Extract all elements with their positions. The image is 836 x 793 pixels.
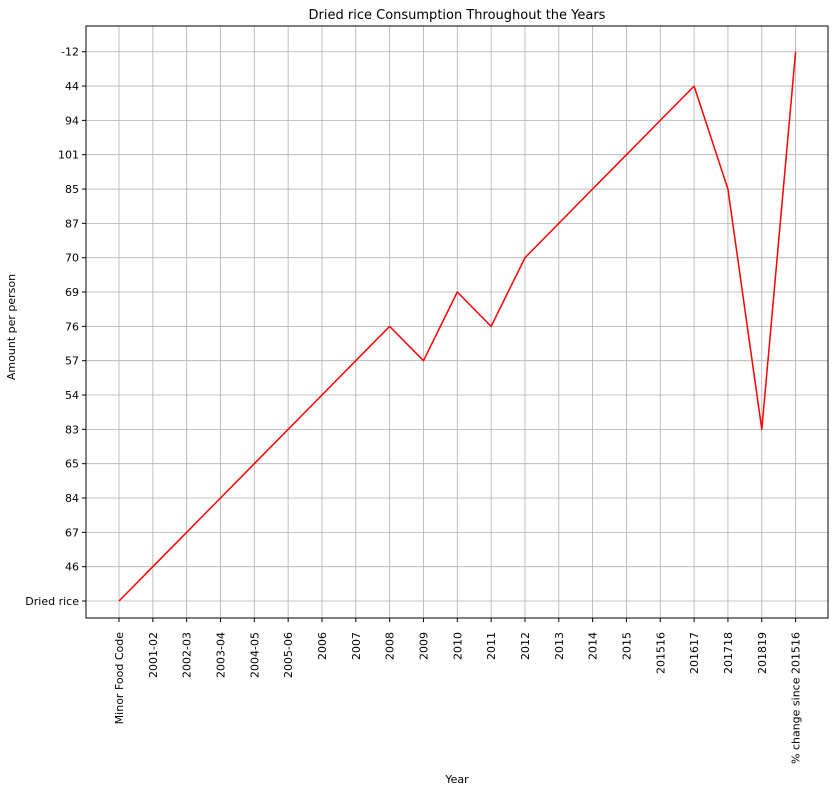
x-tick-label: 2002-03 xyxy=(181,632,194,678)
x-tick-label: 2007 xyxy=(350,632,363,660)
x-tick-label: Minor Food Code xyxy=(113,632,126,725)
x-tick-label: 2014 xyxy=(587,632,600,660)
grid xyxy=(86,26,828,618)
y-tick-label: Dried rice xyxy=(25,595,79,608)
x-tick-label: 2009 xyxy=(417,632,430,660)
y-tick-label: 76 xyxy=(65,320,79,333)
x-tick-label: 201617 xyxy=(688,632,701,674)
y-tick-label: 87 xyxy=(65,217,79,230)
x-tick-label: 2001-02 xyxy=(147,632,160,678)
y-tick-label: 94 xyxy=(65,114,79,127)
x-tick-label: 201516 xyxy=(654,632,667,674)
y-axis: Dried rice 46 67 84 65 83 54 57 76 69 70 87 85 101 94 4… xyxy=(25,46,86,608)
y-tick-label: 57 xyxy=(65,355,79,368)
y-tick-label: 65 xyxy=(65,458,79,471)
x-tick-label: 2010 xyxy=(451,632,464,660)
x-tick-label: 2008 xyxy=(384,632,397,660)
x-tick-label: 2013 xyxy=(553,632,566,660)
y-tick-label: 67 xyxy=(65,526,79,539)
x-tick-label: 2012 xyxy=(519,632,532,660)
series-layer xyxy=(118,51,797,602)
x-axis: Minor Food Code 2001-02 2002-03 2003-04 2004… xyxy=(113,618,803,764)
y-tick-label: 69 xyxy=(65,286,79,299)
x-tick-label: 201819 xyxy=(756,632,769,674)
x-tick-label: 2006 xyxy=(316,632,329,660)
chart-title: Dried rice Consumption Throughout the Ye… xyxy=(309,8,606,23)
y-tick-label: 54 xyxy=(65,389,79,402)
y-tick-label: 83 xyxy=(65,423,79,436)
y-tick-label: 44 xyxy=(65,80,79,93)
y-axis-label: Amount per person xyxy=(5,274,18,380)
x-tick-label: 2005-06 xyxy=(282,632,295,678)
x-tick-label: 2004-05 xyxy=(248,632,261,678)
x-tick-label: % change since 201516 xyxy=(790,632,803,764)
y-tick-label: 70 xyxy=(65,252,79,265)
x-tick-label: 2011 xyxy=(485,632,498,660)
y-tick-label: 85 xyxy=(65,183,79,196)
y-tick-label: 46 xyxy=(65,561,79,574)
x-tick-label: 2015 xyxy=(620,632,633,660)
y-tick-label: 101 xyxy=(58,149,79,162)
y-tick-label: 84 xyxy=(65,492,79,505)
x-axis-label: Year xyxy=(444,773,469,786)
y-tick-label: -12 xyxy=(61,46,79,59)
x-tick-label: 2003-04 xyxy=(214,632,227,678)
series-line xyxy=(118,51,797,602)
x-tick-label: 201718 xyxy=(722,632,735,674)
